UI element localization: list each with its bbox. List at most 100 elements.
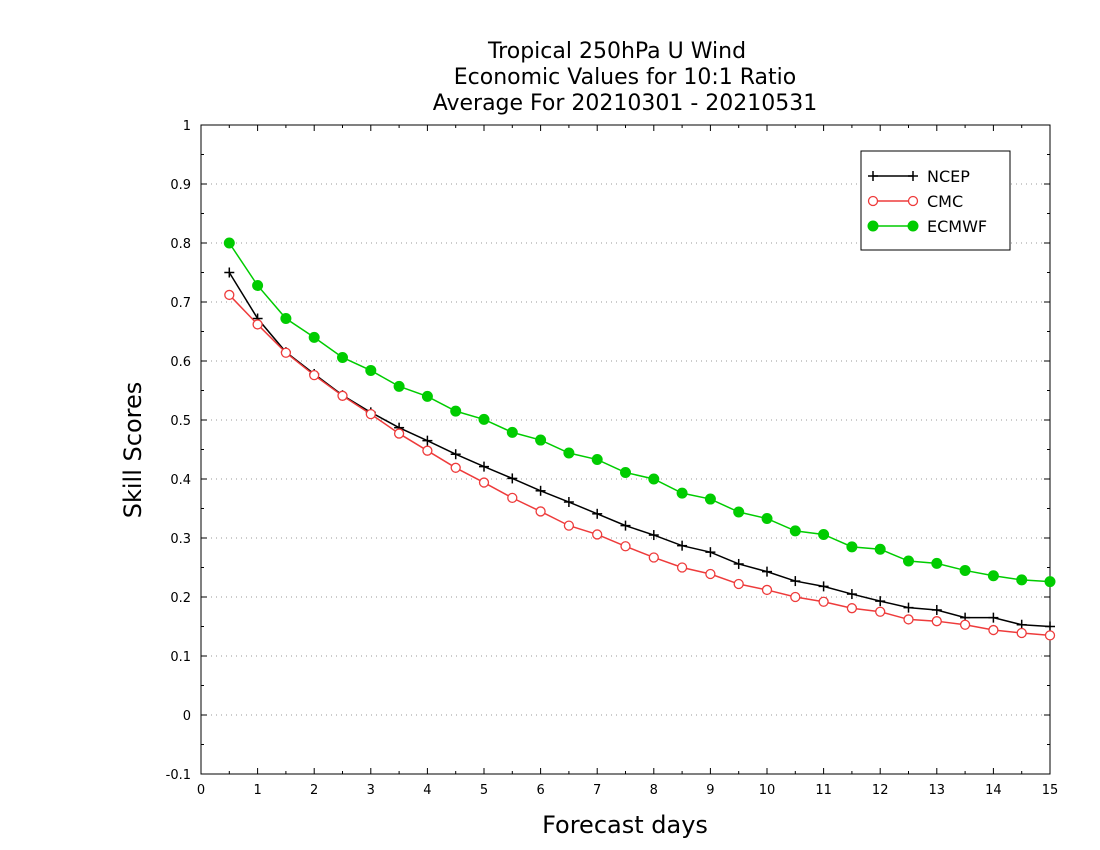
y-tick-label-11: 1 [183,119,191,134]
chart-title: Tropical 250hPa U Wind Economic Values f… [433,39,818,116]
data-point-cmc-16 [676,562,688,573]
chart-title-line-3: Average For 20210301 - 20210531 [433,91,818,116]
data-point-cmc-29 [1044,630,1056,641]
data-point-ncep-21 [818,581,829,592]
data-point-cmc-24 [903,614,914,625]
data-point-ncep-24 [903,602,914,613]
chart-title-line-2: Economic Values for 10:1 Ratio [454,65,796,90]
x-tick-label-15: 15 [1042,783,1059,798]
data-point-ecmwf-12 [563,447,575,459]
legend-label-cmc: CMC [927,192,963,211]
x-tick-label-8: 8 [650,783,658,798]
data-point-cmc-11 [535,506,546,517]
data-point-cmc-4 [337,390,348,401]
y-tick-label-1: 0 [183,709,191,724]
data-point-ncep-29 [1045,621,1055,632]
data-point-ecmwf-2 [280,313,292,325]
data-point-ecmwf-28 [1016,574,1028,586]
data-point-cmc-25 [931,616,942,627]
x-tick-label-9: 9 [706,783,714,798]
data-point-ncep-16 [677,540,688,551]
data-point-ecmwf-25 [931,557,943,569]
data-point-cmc-22 [846,603,858,614]
y-tick-label-0: -0.1 [166,768,191,783]
data-point-cmc-26 [959,619,971,630]
data-point-ecmwf-14 [620,467,631,479]
x-tick-label-7: 7 [593,783,601,798]
data-point-ecmwf-19 [761,513,773,525]
x-tick-label-13: 13 [929,783,946,798]
series-lines [223,237,1056,641]
x-tick-label-6: 6 [536,783,544,798]
data-point-ncep-15 [648,530,659,541]
y-tick-label-4: 0.3 [170,532,191,547]
data-point-cmc-7 [422,445,433,456]
data-point-ecmwf-24 [903,555,914,567]
data-point-ncep-22 [846,589,857,600]
data-point-cmc-27 [988,624,999,636]
data-point-ncep-20 [790,576,801,587]
data-point-cmc-17 [705,568,716,580]
x-tick-label-10: 10 [759,783,776,798]
y-tick-label-8: 0.7 [170,296,191,311]
data-point-ncep-14 [620,520,631,531]
data-point-ncep-13 [592,508,603,519]
data-point-ncep-23 [875,596,886,607]
data-point-ecmwf-8 [450,405,462,417]
data-point-cmc-18 [733,578,744,590]
data-point-ecmwf-16 [676,487,688,499]
data-point-cmc-5 [365,408,376,420]
data-point-cmc-9 [478,477,490,488]
x-tick-label-5: 5 [480,783,488,798]
data-point-ecmwf-9 [478,413,490,425]
series-line-ncep [228,272,1051,628]
data-point-ecmwf-4 [337,351,348,363]
data-point-ecmwf-23 [874,543,886,555]
legend-label-ecmwf: ECMWF [927,217,987,236]
legend-marker-right-cmc [907,195,919,207]
data-point-ecmwf-15 [648,473,660,485]
x-tick-label-11: 11 [815,783,832,798]
data-point-cmc-19 [761,584,773,596]
data-point-ecmwf-27 [987,570,999,582]
legend-marker-left-cmc [867,195,879,207]
legend-marker-left-ecmwf [867,220,879,232]
gridlines [201,183,1050,716]
data-point-ecmwf-3 [308,331,320,343]
x-axis-ticks: 0 1 2 3 4 5 6 7 8 9 10 11 12 13 14 15 [197,125,1058,798]
data-point-ecmwf-11 [535,434,547,446]
legend-marker-right-ncep [908,171,918,181]
data-point-ncep-10 [507,473,518,484]
data-point-cmc-3 [309,370,320,381]
data-point-ncep-8 [450,449,461,460]
data-point-cmc-0 [224,289,235,301]
legend-marker-right-ecmwf [907,220,919,232]
y-axis-label: Skill Scores [119,382,147,519]
data-point-ncep-9 [479,461,489,472]
data-point-cmc-15 [648,552,659,563]
legend-label-ncep: NCEP [927,167,970,186]
data-point-cmc-28 [1016,627,1027,639]
data-point-ecmwf-5 [365,364,377,376]
y-tick-label-6: 0.5 [170,414,191,429]
data-point-ncep-12 [563,497,574,508]
data-point-ecmwf-1 [252,279,264,291]
data-point-ecmwf-17 [704,493,716,505]
data-point-ncep-17 [705,547,716,558]
data-point-ncep-19 [762,566,772,577]
data-point-cmc-23 [875,606,886,617]
data-point-ncep-25 [931,604,942,615]
legend-marker-left-ncep [868,171,878,181]
data-point-ecmwf-21 [818,528,830,540]
data-point-cmc-6 [393,428,405,439]
legend: NCEP CMC ECMWF [860,150,1011,251]
data-point-ecmwf-20 [789,525,801,537]
data-point-cmc-20 [790,591,801,603]
data-point-ncep-27 [988,612,999,623]
data-point-cmc-21 [818,596,829,607]
x-tick-label-0: 0 [197,783,205,798]
data-point-cmc-14 [620,541,631,552]
data-point-cmc-8 [450,462,461,473]
data-point-ecmwf-10 [506,426,518,438]
